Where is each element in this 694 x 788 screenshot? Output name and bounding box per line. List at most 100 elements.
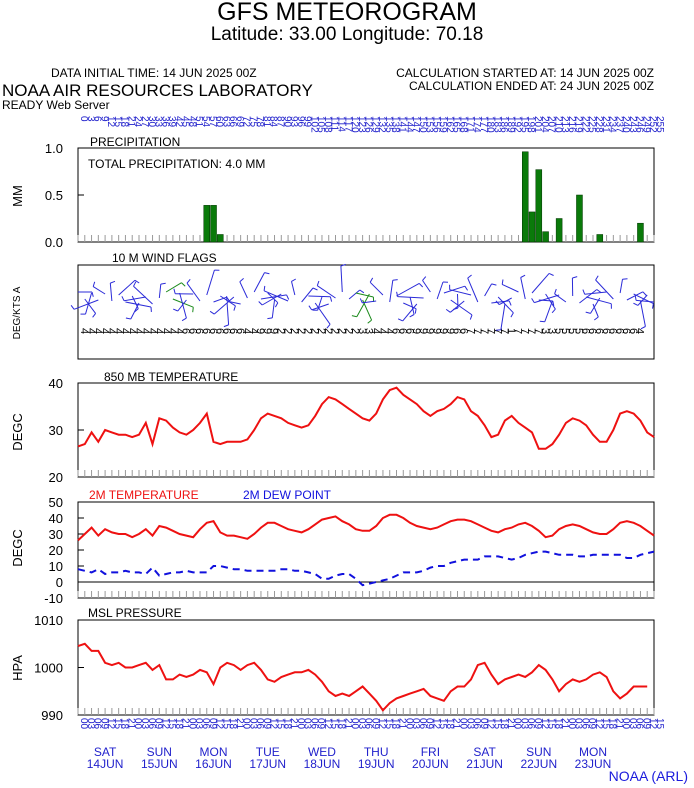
hour-tick-label: 09 <box>369 718 380 730</box>
forecast-hour-label: 54 <box>200 116 211 128</box>
forecast-hour-label: 51 <box>193 116 204 128</box>
forecast-hour-label: 0 <box>78 116 89 122</box>
forecast-hour-label: 219 <box>573 116 584 133</box>
surface-y-tick-label: -10 <box>44 591 63 606</box>
wind-speed-digit: 7 <box>525 328 537 334</box>
wind-barb-feather <box>160 282 166 285</box>
wind-barb-feather <box>121 296 125 302</box>
credit-label: NOAA (ARL) <box>608 768 688 784</box>
forecast-hour-label: 60 <box>214 116 225 128</box>
wind-speed-digit: 3 <box>539 328 551 334</box>
data-initial-time: DATA INITIAL TIME: 14 JUN 2025 00Z <box>51 66 257 80</box>
forecast-hour-label: 174 <box>471 116 482 133</box>
hour-tick-label: 09 <box>424 718 435 730</box>
wind-barb-feather <box>181 282 186 287</box>
forecast-hour-label: 117 <box>342 116 353 132</box>
hour-tick-label: 03 <box>356 718 367 730</box>
forecast-hour-label: 87 <box>275 116 286 128</box>
wind-barb-feather <box>326 323 331 329</box>
wind-barb-feather <box>209 310 215 315</box>
wind-speed-digit: 4 <box>98 328 110 334</box>
day-weekday-label: TUE <box>256 745 280 759</box>
hour-tick-label: 15 <box>437 718 448 730</box>
forecast-hour-label: 168 <box>457 116 468 133</box>
wind-barb <box>443 285 466 294</box>
wind-barb <box>584 291 607 295</box>
forecast-hour-label: 72 <box>241 116 252 128</box>
precip-y-tick-label: 0.0 <box>45 235 63 250</box>
wind-speed-digit: 9 <box>417 328 429 334</box>
wind-barb-feather <box>397 318 403 322</box>
day-weekday-label: MON <box>579 745 607 759</box>
forecast-hour-label: 33 <box>153 116 164 128</box>
precip-bar <box>203 205 211 243</box>
wind-barb <box>213 296 235 315</box>
precip-bar <box>535 169 543 243</box>
wind-barb <box>579 289 598 304</box>
wind-speed-digit: 6 <box>220 328 232 334</box>
surface-y-tick-label: 50 <box>49 495 63 510</box>
precip-total: TOTAL PRECIPITATION: 4.0 MM <box>88 157 265 171</box>
forecast-hour-label: 156 <box>430 116 441 133</box>
day-date-label: 20JUN <box>412 757 449 771</box>
wind-barb <box>639 300 646 327</box>
wind-speed-digit: 6 <box>396 328 408 334</box>
wind-barb <box>92 286 106 295</box>
wind-speed-digit: 7 <box>498 328 510 334</box>
wind-barb <box>484 283 493 297</box>
wind-barb-feather <box>520 274 526 278</box>
wind-barb-feather <box>501 279 504 285</box>
forecast-hour-label: 105 <box>315 116 326 133</box>
forecast-hour-label: 27 <box>139 116 150 128</box>
wind-barb <box>397 296 424 299</box>
wind-barb-feather <box>239 278 244 283</box>
forecast-hour-label: 45 <box>180 116 191 128</box>
hour-tick-label: 00 <box>295 718 306 730</box>
wind-barb-feather <box>467 274 472 279</box>
forecast-hour-label: 135 <box>383 116 394 133</box>
forecast-hour-label: 120 <box>349 116 360 133</box>
wind-barb <box>271 299 276 318</box>
pressure-y-tick-label: 1000 <box>34 661 63 676</box>
forecast-hour-label: 9 <box>98 116 109 122</box>
wind-barb-feather <box>192 307 194 313</box>
hour-tick-label: 12 <box>376 718 387 730</box>
forecast-hour-label: 48 <box>186 116 197 128</box>
hour-tick-label: 15 <box>220 718 231 730</box>
wind-barb <box>118 279 136 296</box>
day-weekday-label: WED <box>308 745 336 759</box>
hour-tick-label: 03 <box>464 718 475 730</box>
forecast-hour-label: 189 <box>505 116 516 133</box>
wind-speed-digit: 2 <box>302 328 314 334</box>
wind-barb <box>554 293 567 303</box>
wind-barb <box>467 277 479 303</box>
wind-speed-digit: 6 <box>214 328 226 334</box>
wind-barb <box>186 282 201 302</box>
hour-tick-label: 18 <box>336 718 347 730</box>
wind-speed-digit: 2 <box>295 328 307 334</box>
wind-barb-feather <box>634 295 637 301</box>
wind-speed-digit: 5 <box>552 328 564 334</box>
forecast-hour-label: 123 <box>356 116 367 133</box>
dew2m-legend: 2M DEW POINT <box>243 488 332 502</box>
forecast-hour-label: 192 <box>512 116 523 133</box>
wind-barb-feather <box>418 283 424 288</box>
forecast-hour-label: 183 <box>491 116 502 133</box>
wind-speed-digit: 2 <box>308 328 320 334</box>
wind-speed-digit: 3 <box>546 328 558 334</box>
hour-tick-label: 00 <box>457 718 468 730</box>
wind-barb <box>340 265 343 293</box>
hour-tick-label: 06 <box>417 718 428 730</box>
wind-barb <box>348 289 361 300</box>
forecast-hour-label: 42 <box>173 116 184 128</box>
day-date-label: 14JUN <box>87 757 124 771</box>
wind-barb <box>206 269 215 296</box>
wind-barb-feather <box>531 298 535 303</box>
hour-tick-label: 15 <box>275 718 286 730</box>
wind-speed-digit: 7 <box>512 328 524 334</box>
t850-ylabel: DEGC <box>10 413 25 451</box>
forecast-hour-label: 150 <box>417 116 428 133</box>
wind-barb-feather <box>312 287 318 291</box>
forecast-hour-label: 81 <box>261 116 272 128</box>
hour-tick-label: 03 <box>247 718 258 730</box>
